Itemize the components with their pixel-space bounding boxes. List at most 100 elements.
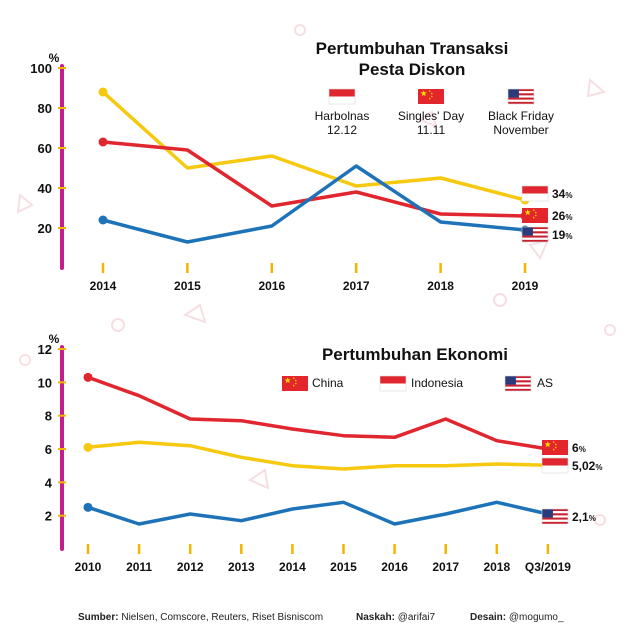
end-value-unit: % — [565, 232, 572, 241]
series-start-point — [83, 442, 93, 452]
series-line-1 — [87, 440, 548, 471]
flag-star — [534, 211, 537, 214]
chart-title: Pertumbuhan Ekonomi — [322, 345, 508, 364]
flag-star — [428, 89, 431, 93]
flag-stripe — [542, 465, 568, 473]
flag-stripe — [542, 509, 568, 512]
flag-stripe — [505, 376, 531, 379]
x-tick-label: 2016 — [258, 279, 285, 293]
y-axis-unit-label: % — [49, 332, 60, 346]
end-value-label: 26% — [552, 209, 572, 223]
flag-stripe — [542, 515, 568, 518]
flag-stripe — [542, 513, 568, 516]
flag-field — [418, 89, 444, 104]
footer-script: Naskah: @arifai7 — [356, 612, 436, 623]
series-line-0 — [101, 90, 526, 202]
background-shape — [16, 193, 34, 214]
flag-stripe — [522, 193, 548, 201]
flag-border — [541, 508, 569, 525]
indonesia-flag-icon — [521, 185, 549, 202]
x-tick-label: 2017 — [343, 279, 370, 293]
flag-border — [507, 88, 535, 105]
flag-canton — [522, 227, 533, 236]
x-tick-label: 2010 — [75, 560, 102, 574]
flag-star — [430, 92, 433, 95]
y-tick-label: 80 — [38, 101, 52, 116]
flag-stripe — [522, 231, 548, 234]
legend-label: AS — [537, 376, 553, 390]
x-tick-label: 2017 — [432, 560, 459, 574]
flag-stripe — [505, 386, 531, 389]
flag-stripe — [522, 235, 548, 238]
flag-stripe — [380, 383, 406, 391]
flag-border — [504, 375, 532, 392]
flag-stripe — [505, 384, 531, 387]
flag-stripe — [542, 511, 568, 514]
x-tick-label: 2018 — [483, 560, 510, 574]
flag-border — [521, 185, 549, 202]
end-value-label: 2,1% — [572, 510, 596, 524]
flag-star — [294, 382, 297, 385]
flag-stripe — [542, 517, 568, 520]
chart-title: Pesta Diskon — [359, 60, 466, 79]
flag-stripe — [329, 89, 355, 97]
background-shape — [182, 303, 207, 324]
y-axis-unit-label: % — [49, 51, 60, 65]
usa-flag-icon — [521, 226, 549, 243]
flag-field — [282, 376, 308, 391]
flag-border — [379, 375, 407, 392]
legend-label: November — [493, 123, 548, 137]
flag-star — [532, 216, 535, 219]
end-value-label: 34% — [552, 187, 572, 201]
flag-stripe — [522, 233, 548, 236]
flag-border — [521, 226, 549, 243]
chart-title: Pertumbuhan Transaksi — [316, 39, 509, 58]
flag-star — [524, 209, 531, 216]
background-decoration — [16, 24, 616, 526]
indonesia-flag-icon — [379, 375, 407, 392]
end-value-number: 5,02 — [572, 459, 596, 473]
flag-stripe — [522, 239, 548, 242]
indonesia-flag-icon — [328, 88, 356, 105]
usa-flag-icon — [541, 508, 569, 525]
flag-star — [552, 440, 555, 444]
x-tick-label: Q3/2019 — [525, 560, 571, 574]
series-start-point — [83, 372, 93, 382]
indonesia-flag-icon — [541, 457, 569, 474]
flag-stripe — [380, 376, 406, 384]
flag-star — [292, 376, 295, 380]
background-shape — [594, 514, 606, 526]
flag-stripe — [542, 521, 568, 524]
legend-label: Harbolnas — [315, 109, 370, 123]
flag-stripe — [508, 91, 534, 94]
background-shape — [493, 293, 507, 307]
flag-star — [554, 446, 557, 449]
usa-flag-icon — [507, 88, 535, 105]
flag-stripe — [522, 186, 548, 194]
y-tick-label: 40 — [38, 181, 52, 196]
y-tick-label: 60 — [38, 141, 52, 156]
end-value-unit: % — [565, 213, 572, 222]
flag-canton — [542, 509, 553, 518]
series-start-point — [98, 87, 108, 97]
legend-label: Black Friday — [488, 109, 554, 123]
series-line-0 — [87, 375, 549, 451]
y-tick-label: 2 — [45, 509, 52, 524]
x-tick-label: 2016 — [381, 560, 408, 574]
y-tick-label: 6 — [45, 442, 52, 457]
background-shape — [604, 324, 616, 336]
flag-star — [544, 441, 551, 448]
flag-stripe — [505, 382, 531, 385]
china-flag-icon — [282, 376, 308, 391]
flag-stripe — [508, 99, 534, 102]
flag-star — [294, 379, 297, 382]
flag-stripe — [522, 227, 548, 230]
flag-stripe — [522, 237, 548, 240]
flag-stripe — [505, 378, 531, 381]
x-tick-label: 2013 — [228, 560, 255, 574]
end-value-number: 6 — [572, 441, 579, 455]
x-tick-label: 2014 — [279, 560, 306, 574]
background-shape — [417, 110, 438, 128]
flag-star — [554, 443, 557, 446]
